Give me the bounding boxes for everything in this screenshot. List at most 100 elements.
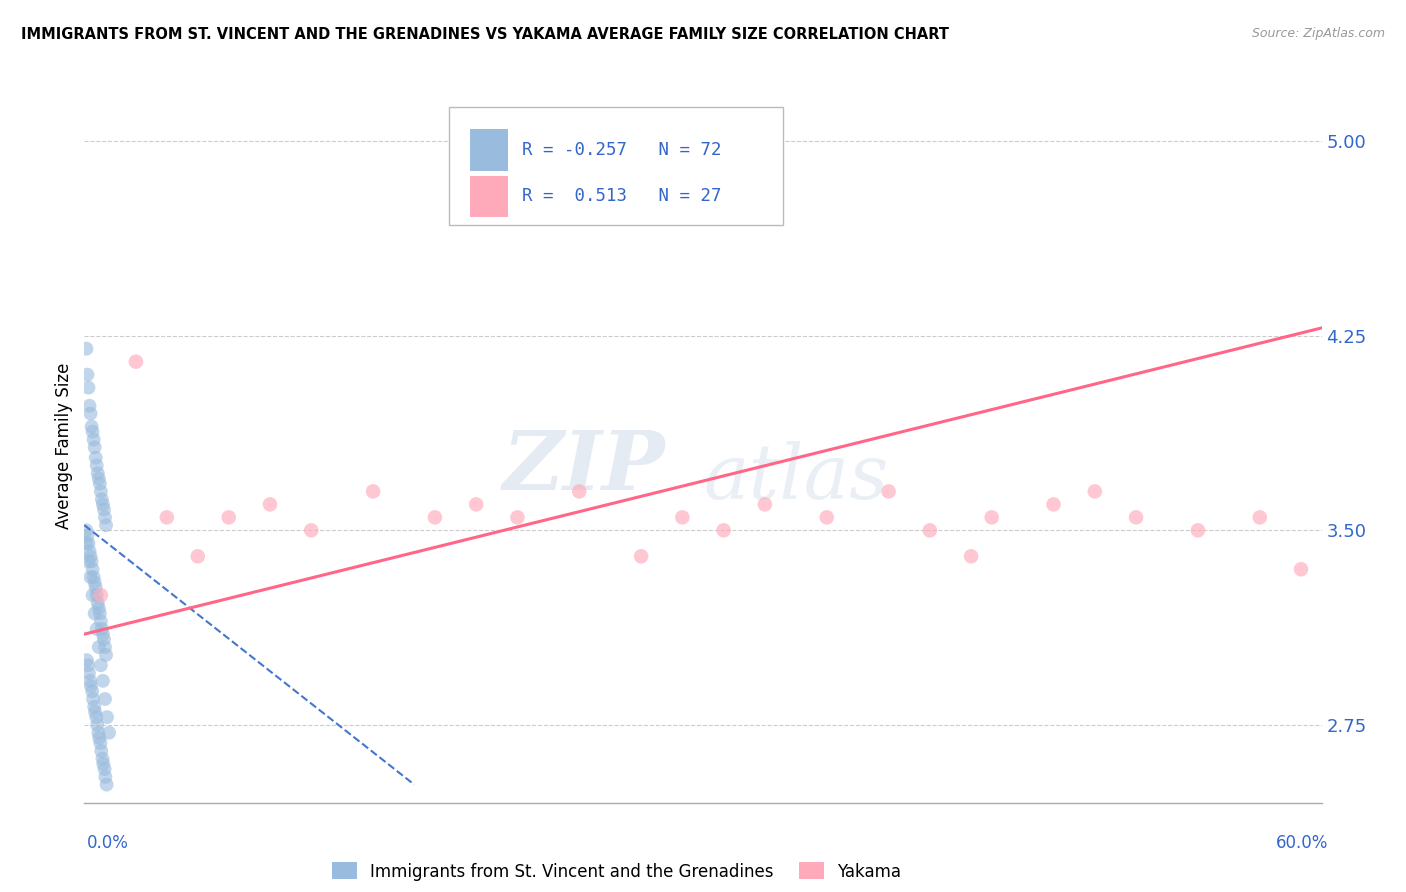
Point [960, 549, 983, 564]
Text: 0.0%: 0.0% [87, 834, 129, 852]
Point [94, 640, 117, 654]
Bar [471, 176, 508, 217]
Point [90, 622, 112, 636]
Point [83, 440, 105, 454]
Point [713, 524, 735, 538]
Point [91, 627, 114, 641]
Point [90, 484, 112, 499]
Point [87, 640, 110, 654]
Text: R = -0.257   N = 72: R = -0.257 N = 72 [523, 141, 721, 159]
Point [93, 502, 115, 516]
Point [79, 570, 101, 584]
Point [1084, 484, 1107, 499]
Point [1042, 497, 1064, 511]
Point [77, 381, 100, 395]
Point [75, 524, 97, 538]
Point [89, 731, 111, 745]
Point [506, 510, 529, 524]
Point [91, 497, 114, 511]
Point [259, 497, 281, 511]
Point [80, 554, 103, 568]
Point [83, 570, 105, 584]
Point [82, 684, 104, 698]
Text: atlas: atlas [703, 442, 889, 515]
Point [82, 425, 104, 439]
Point [87, 596, 110, 610]
Point [83, 433, 105, 447]
Point [83, 699, 105, 714]
Point [94, 518, 117, 533]
Point [90, 492, 112, 507]
Point [79, 399, 101, 413]
Point [754, 497, 776, 511]
Point [84, 450, 107, 465]
Point [77, 658, 100, 673]
Point [79, 673, 101, 688]
Point [75, 536, 97, 550]
Point [77, 666, 100, 681]
Point [82, 692, 104, 706]
Point [918, 524, 941, 538]
Point [96, 778, 118, 792]
Point [76, 368, 98, 382]
Point [87, 601, 110, 615]
Point [83, 575, 105, 590]
Point [77, 536, 100, 550]
Point [96, 710, 118, 724]
Text: ZIP: ZIP [503, 427, 666, 508]
Point [91, 752, 114, 766]
Point [86, 458, 108, 473]
Point [465, 497, 488, 511]
Point [630, 549, 652, 564]
Point [89, 736, 111, 750]
Point [89, 607, 111, 621]
Point [79, 549, 101, 564]
Point [86, 588, 108, 602]
Point [815, 510, 838, 524]
Point [1187, 524, 1209, 538]
Point [90, 614, 112, 628]
Text: Source: ZipAtlas.com: Source: ZipAtlas.com [1251, 27, 1385, 40]
Point [75, 342, 97, 356]
Point [91, 756, 114, 771]
Point [361, 484, 384, 499]
Point [80, 679, 103, 693]
Point [94, 510, 117, 524]
Point [299, 524, 322, 538]
Point [77, 554, 100, 568]
Point [187, 549, 209, 564]
Point [82, 562, 104, 576]
Point [671, 510, 693, 524]
Text: 60.0%: 60.0% [1277, 834, 1329, 852]
Point [156, 510, 179, 524]
Y-axis label: Average Family Size: Average Family Size [55, 363, 73, 529]
Point [94, 648, 117, 662]
Point [86, 622, 108, 636]
Point [90, 744, 112, 758]
Point [125, 354, 148, 368]
Point [80, 419, 103, 434]
Point [86, 710, 108, 724]
Point [93, 762, 115, 776]
Point [90, 588, 112, 602]
Point [98, 725, 121, 739]
Point [94, 770, 117, 784]
Point [89, 476, 111, 491]
Point [1249, 510, 1271, 524]
Point [94, 692, 117, 706]
Point [76, 528, 98, 542]
Point [87, 725, 110, 739]
Legend: Immigrants from St. Vincent and the Grenadines, Yakama: Immigrants from St. Vincent and the Gren… [325, 855, 908, 888]
Point [423, 510, 446, 524]
Point [87, 471, 110, 485]
Point [82, 588, 104, 602]
Point [87, 467, 110, 481]
Point [76, 653, 98, 667]
Point [568, 484, 591, 499]
Point [91, 673, 114, 688]
Point [90, 658, 112, 673]
Bar [471, 129, 508, 170]
Text: R =  0.513   N = 27: R = 0.513 N = 27 [523, 187, 721, 205]
Point [84, 581, 107, 595]
Point [79, 407, 101, 421]
